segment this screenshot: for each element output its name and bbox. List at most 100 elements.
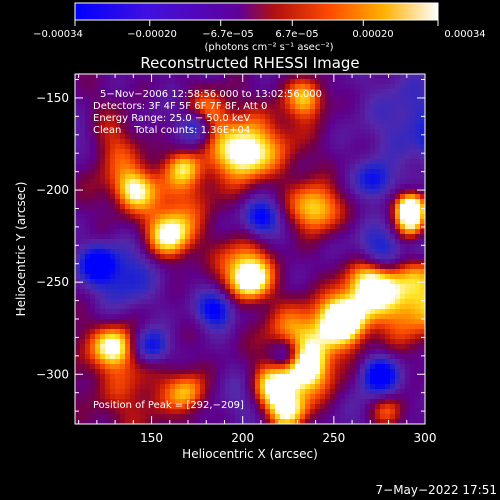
heatmap-cell	[280, 169, 286, 175]
heatmap-cell	[240, 104, 246, 110]
heatmap-cell	[235, 184, 241, 190]
heatmap-cell	[240, 224, 246, 230]
heatmap-cell	[410, 219, 416, 225]
heatmap-cell	[405, 259, 411, 265]
heatmap-cell	[385, 179, 391, 185]
heatmap-cell	[315, 169, 321, 175]
heatmap-cell	[335, 114, 341, 120]
heatmap-cell	[95, 134, 101, 140]
heatmap-cell	[300, 199, 306, 205]
heatmap-cell	[120, 379, 126, 385]
heatmap-cell	[355, 174, 361, 180]
heatmap-cell	[350, 299, 356, 305]
heatmap-cell	[420, 304, 425, 310]
heatmap-cell	[110, 89, 116, 95]
heatmap-cell	[380, 274, 386, 280]
heatmap-cell	[100, 149, 106, 155]
heatmap-cell	[405, 344, 411, 350]
heatmap-cell	[160, 379, 166, 385]
heatmap-cell	[135, 114, 141, 120]
heatmap-cell	[75, 249, 81, 255]
heatmap-cell	[135, 339, 141, 345]
heatmap-cell	[185, 369, 191, 375]
heatmap-cell	[125, 199, 131, 205]
heatmap-cell	[145, 209, 151, 215]
heatmap-cell	[315, 384, 321, 390]
heatmap-cell	[340, 409, 346, 415]
heatmap-cell	[195, 134, 201, 140]
heatmap-image	[75, 74, 425, 424]
heatmap-cell	[305, 219, 311, 225]
heatmap-cell	[370, 174, 376, 180]
heatmap-cell	[225, 419, 231, 424]
heatmap-cell	[280, 99, 286, 105]
heatmap-cell	[210, 254, 216, 260]
heatmap-cell	[175, 319, 181, 325]
heatmap-cell	[130, 234, 136, 240]
heatmap-cell	[190, 99, 196, 105]
heatmap-cell	[370, 364, 376, 370]
heatmap-cell	[140, 134, 146, 140]
heatmap-cell	[370, 74, 376, 80]
heatmap-cell	[370, 274, 376, 280]
heatmap-cell	[110, 419, 116, 424]
heatmap-cell	[190, 94, 196, 100]
heatmap-cell	[390, 314, 396, 320]
heatmap-cell	[355, 269, 361, 275]
heatmap-cell	[195, 194, 201, 200]
heatmap-cell	[225, 179, 231, 185]
heatmap-cell	[290, 279, 296, 285]
heatmap-cell	[155, 274, 161, 280]
heatmap-cell	[290, 369, 296, 375]
heatmap-cell	[290, 174, 296, 180]
heatmap-cell	[260, 119, 266, 125]
heatmap-cell	[100, 109, 106, 115]
heatmap-cell	[165, 139, 171, 145]
heatmap-cell	[170, 359, 176, 365]
heatmap-cell	[375, 134, 381, 140]
heatmap-cell	[380, 209, 386, 215]
heatmap-cell	[230, 84, 236, 90]
heatmap-cell	[260, 154, 266, 160]
heatmap-cell	[345, 139, 351, 145]
heatmap-cell	[175, 119, 181, 125]
heatmap-cell	[380, 339, 386, 345]
heatmap-cell	[315, 409, 321, 415]
heatmap-cell	[80, 249, 86, 255]
heatmap-cell	[400, 289, 406, 295]
heatmap-cell	[150, 264, 156, 270]
heatmap-cell	[115, 354, 121, 360]
heatmap-cell	[330, 129, 336, 135]
heatmap-cell	[290, 399, 296, 405]
heatmap-cell	[340, 224, 346, 230]
heatmap-cell	[110, 229, 116, 235]
heatmap-cell	[325, 359, 331, 365]
heatmap-cell	[355, 299, 361, 305]
heatmap-cell	[350, 119, 356, 125]
heatmap-cell	[380, 154, 386, 160]
heatmap-cell	[230, 364, 236, 370]
heatmap-cell	[180, 284, 186, 290]
heatmap-cell	[330, 224, 336, 230]
heatmap-cell	[130, 369, 136, 375]
heatmap-cell	[105, 374, 111, 380]
heatmap-cell	[105, 294, 111, 300]
heatmap-cell	[320, 234, 326, 240]
heatmap-cell	[110, 399, 116, 405]
heatmap-cell	[170, 204, 176, 210]
heatmap-cell	[110, 244, 116, 250]
heatmap-cell	[230, 144, 236, 150]
heatmap-cell	[210, 209, 216, 215]
heatmap-cell	[290, 339, 296, 345]
heatmap-cell	[395, 279, 401, 285]
heatmap-cell	[235, 324, 241, 330]
heatmap-cell	[175, 164, 181, 170]
heatmap-cell	[150, 289, 156, 295]
heatmap-cell	[190, 144, 196, 150]
heatmap-cell	[195, 74, 201, 80]
heatmap-cell	[395, 309, 401, 315]
heatmap-cell	[320, 389, 326, 395]
heatmap-cell	[115, 319, 121, 325]
heatmap-cell	[105, 379, 111, 385]
heatmap-cell	[75, 319, 81, 325]
